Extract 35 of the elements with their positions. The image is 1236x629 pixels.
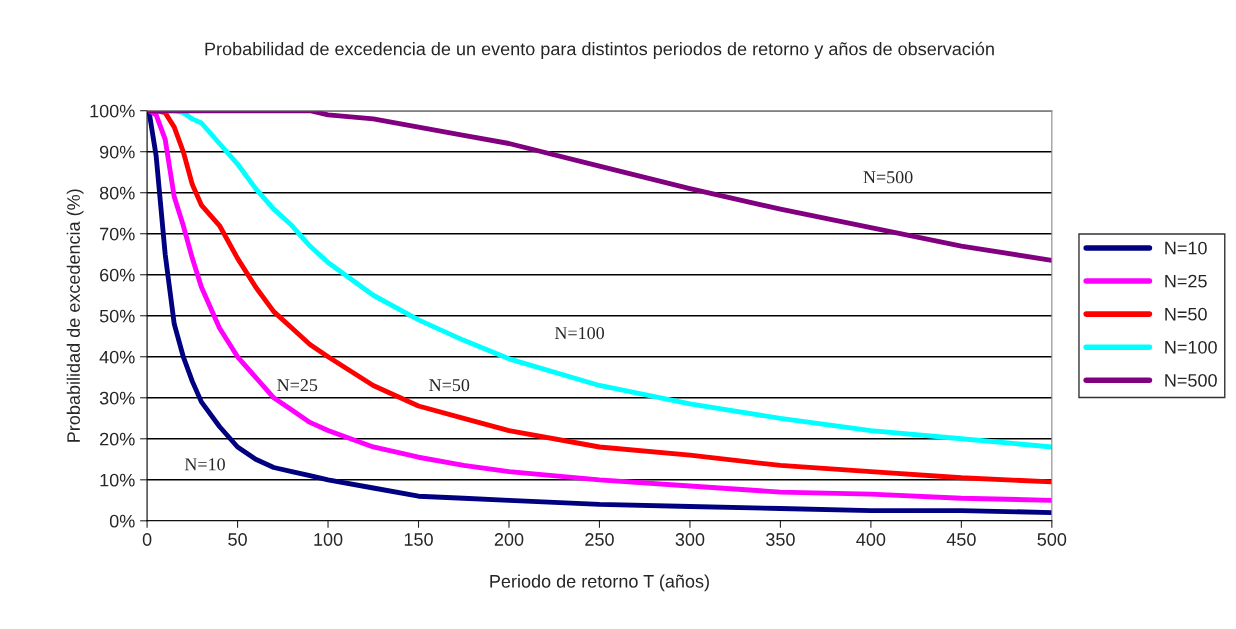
y-tick-label: 40%: [99, 350, 135, 364]
x-tick-label: 350: [766, 533, 795, 546]
x-tick-label: 200: [494, 533, 524, 546]
annotation: N=10: [184, 458, 225, 471]
legend-label: N=50: [1165, 307, 1207, 321]
y-axis-title: Probabilidad de excedencia (%): [66, 189, 84, 442]
y-tick-label: 70%: [100, 227, 135, 241]
annotation: N=100: [554, 326, 605, 340]
y-tick-label: 10%: [100, 473, 135, 487]
x-tick-label: 150: [404, 533, 433, 546]
x-tick-label: 500: [1037, 533, 1067, 546]
x-tick-label: 450: [946, 533, 976, 546]
legend-label: N=25: [1165, 274, 1207, 288]
y-tick-label: 0%: [109, 514, 135, 528]
x-tick-label: 0: [142, 533, 152, 546]
annotation: N=50: [429, 379, 470, 392]
x-tick-label: 400: [856, 533, 886, 546]
x-axis-title: Periodo de retorno T (años): [490, 574, 709, 592]
y-tick-label: 80%: [99, 186, 135, 200]
x-tick-label: 100: [314, 533, 343, 546]
y-tick-label: 50%: [99, 309, 135, 323]
y-tick-label: 100%: [90, 104, 135, 118]
legend-label: N=10: [1165, 241, 1207, 255]
x-tick-label: 50: [228, 533, 247, 546]
y-tick-label: 30%: [99, 391, 135, 405]
legend-label: N=500: [1165, 373, 1217, 387]
annotation: N=500: [863, 171, 913, 184]
y-tick-label: 90%: [99, 145, 135, 159]
chart-title: Probabilidad de excedencia de un evento para distintos periodos de retorno y años de observación: [205, 41, 994, 59]
legend-label: N=100: [1165, 340, 1217, 354]
annotation: N=25: [277, 379, 318, 392]
x-tick-label: 300: [675, 533, 705, 546]
x-tick-label: 250: [585, 533, 614, 546]
y-tick-label: 60%: [100, 268, 135, 282]
y-tick-label: 20%: [100, 432, 135, 446]
